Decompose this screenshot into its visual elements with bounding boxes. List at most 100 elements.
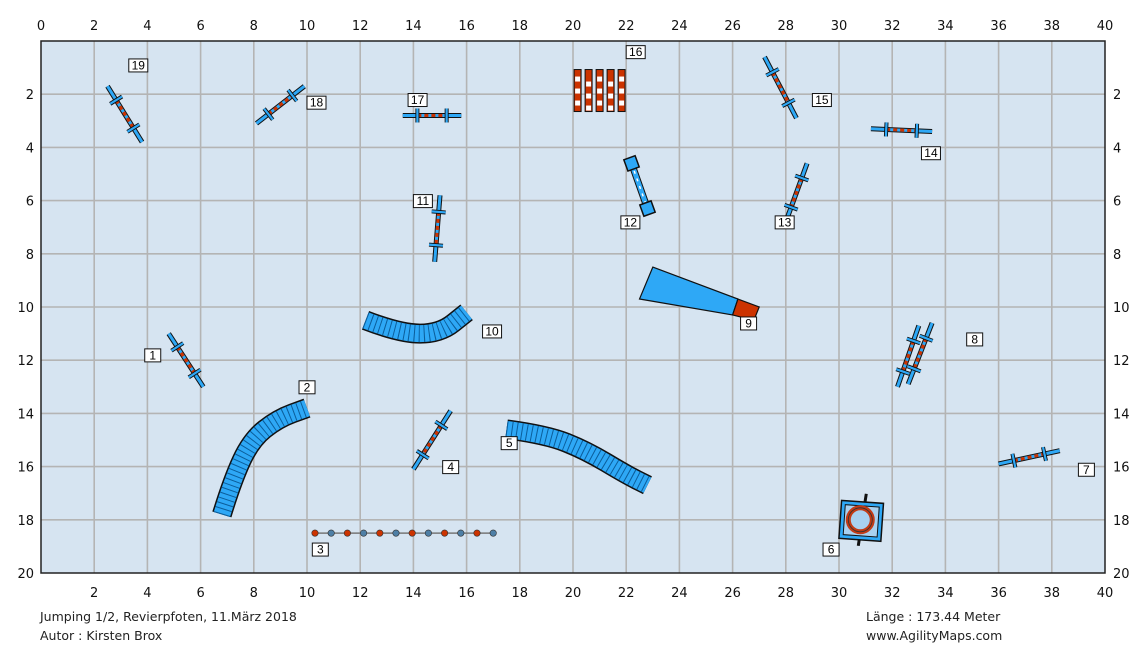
x-tick-label-bottom: 4: [143, 586, 151, 600]
x-tick-label-top: 16: [458, 19, 475, 34]
y-tick-label-right: 10: [1113, 301, 1130, 316]
x-tick-label-bottom: 22: [618, 586, 635, 600]
y-tick-label-left: 10: [17, 301, 34, 316]
obstacle-number-box: [966, 332, 984, 347]
wall-block: [586, 81, 592, 87]
weave-pole: [392, 529, 400, 537]
weave-pole: [424, 529, 432, 537]
obstacle-number-box: [128, 58, 149, 73]
obstacle-number-box: [311, 542, 329, 557]
obstacle-number-box: [144, 348, 162, 363]
obstacle-16-wall: [573, 69, 626, 113]
jump-wing: [263, 107, 274, 121]
jump-pole: [886, 127, 917, 133]
jump-pole: [901, 340, 915, 372]
website-link[interactable]: www.AgilityMaps.com: [866, 628, 1003, 643]
weave-pole: [360, 529, 368, 537]
table-post: [629, 162, 650, 210]
wall-block: [597, 76, 603, 82]
obstacle-number-box: [482, 324, 503, 339]
weave-pole: [489, 529, 497, 537]
obstacle-number-box: [407, 93, 428, 108]
wall-block: [597, 100, 603, 106]
x-tick-label-top: 34: [937, 19, 954, 34]
wall-segment: [584, 69, 593, 113]
jump-wing: [126, 123, 140, 133]
jump-wing: [784, 203, 799, 211]
obstacle-number-box: [625, 45, 646, 60]
jump-wing: [109, 95, 123, 105]
x-tick-label-bottom: 14: [405, 586, 422, 600]
tire-ring-edge: [847, 507, 873, 533]
x-tick-label-bottom: 24: [671, 586, 688, 600]
y-tick-label-right: 18: [1113, 514, 1130, 529]
x-tick-label-bottom: 12: [352, 586, 369, 600]
jump-wing: [416, 449, 430, 460]
course-author: Autor : Kirsten Brox: [40, 628, 163, 643]
wall-block: [619, 76, 625, 82]
jump-pole: [912, 337, 928, 370]
table-post-end: [622, 154, 641, 173]
jump-wing: [434, 420, 448, 431]
x-tick-label-top: 24: [671, 19, 688, 34]
jump-wing: [765, 68, 780, 77]
x-tick-label-bottom: 28: [778, 586, 795, 600]
obstacle-number: 17: [411, 93, 425, 107]
obstacle-number: 15: [815, 93, 829, 107]
weave-pole: [376, 529, 384, 537]
y-tick-label-left: 12: [17, 354, 34, 369]
wall-block: [575, 88, 581, 94]
jump-wing: [287, 89, 298, 102]
obstacle-17-jump: [402, 108, 462, 123]
obstacles: [105, 55, 1061, 547]
obstacle-number-box: [740, 316, 758, 331]
obstacle-number: 8: [971, 332, 978, 346]
y-tick-label-left: 14: [17, 407, 34, 422]
jump-wing: [781, 98, 796, 108]
obstacle-12-table_post: [622, 154, 657, 218]
jump-pole: [421, 424, 443, 456]
jump-pole: [771, 71, 790, 104]
obstacle-9-chute: [638, 266, 760, 322]
x-tick-label-bottom: 26: [724, 586, 741, 600]
x-tick-label-top: 26: [724, 19, 741, 34]
jump-pole: [114, 99, 135, 129]
x-tick-label-bottom: 32: [884, 586, 901, 600]
obstacle-number: 10: [485, 324, 499, 338]
weave-pole: [343, 529, 351, 537]
y-tick-label-left: 8: [26, 248, 34, 263]
obstacle-number: 16: [629, 45, 643, 59]
obstacle-number: 7: [1083, 463, 1090, 477]
x-tick-label-bottom: 6: [196, 586, 204, 600]
wall-block: [608, 93, 614, 99]
obstacle-number-box: [412, 194, 433, 209]
obstacle-number-box: [822, 542, 840, 557]
course-title: Jumping 1/2, Revierpfoten, 11.März 2018: [40, 609, 297, 624]
jump-wing: [1041, 446, 1048, 462]
obstacle-18-jump: [254, 84, 306, 126]
x-tick-label-top: 22: [618, 19, 635, 34]
obstacle-2-tunnel: [212, 398, 311, 518]
y-tick-label-right: 16: [1113, 461, 1130, 476]
x-tick-label-top: 38: [1044, 19, 1061, 34]
y-tick-label-right: 6: [1113, 195, 1121, 210]
weave-pole: [408, 529, 416, 537]
x-tick-label-top: 4: [143, 19, 151, 34]
obstacle-10-tunnel: [361, 304, 473, 344]
jump-wing: [915, 123, 919, 138]
jump-pole: [434, 211, 441, 246]
obstacle-number: 14: [924, 146, 938, 160]
x-tick-label-bottom: 30: [831, 586, 848, 600]
obstacle-number: 19: [132, 58, 146, 72]
x-tick-label-bottom: 38: [1044, 586, 1061, 600]
wall-block: [619, 100, 625, 106]
y-tick-label-left: 20: [17, 567, 34, 582]
jump-wing: [919, 334, 934, 342]
jump-wing: [907, 365, 922, 373]
obstacle-number: 3: [317, 543, 324, 557]
wall-block: [597, 88, 603, 94]
x-tick-label-top: 36: [990, 19, 1007, 34]
wall-block: [586, 93, 592, 99]
obstacle-number-box: [298, 380, 316, 395]
